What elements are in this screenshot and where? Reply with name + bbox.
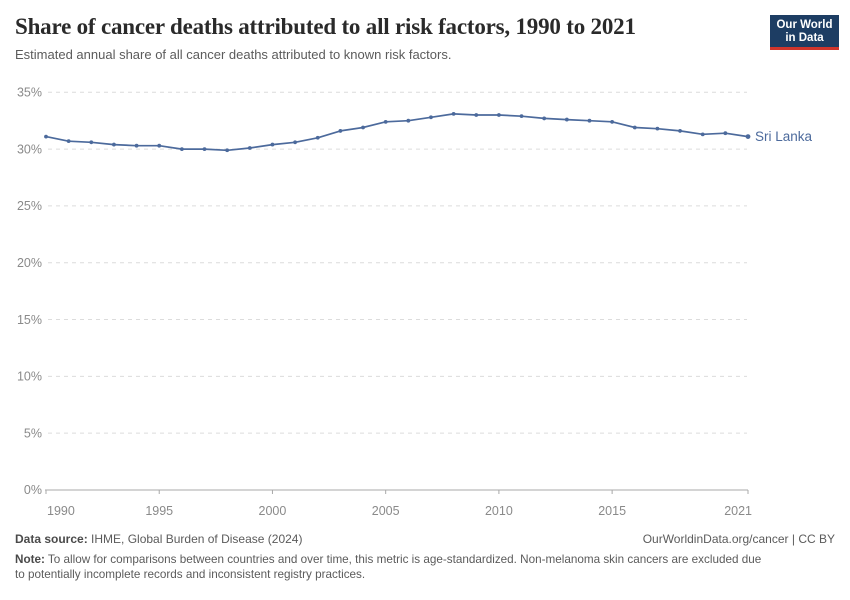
y-axis-tick-label: 10%	[17, 370, 42, 384]
data-line	[45, 113, 749, 152]
data-point[interactable]	[157, 143, 162, 148]
chart-note: Note: To allow for comparisons between c…	[15, 552, 763, 582]
data-source-label: Data source:	[15, 532, 88, 546]
x-axis-tick-label: 1995	[145, 504, 173, 518]
y-axis-tick-label: 20%	[17, 256, 42, 270]
data-point[interactable]	[293, 140, 297, 145]
y-axis-tick-label: 25%	[17, 199, 42, 213]
data-point[interactable]	[564, 117, 569, 122]
note-text: To allow for comparisons between countri…	[15, 553, 762, 581]
data-point[interactable]	[270, 142, 275, 147]
data-point[interactable]	[429, 115, 433, 120]
y-axis-tick-label: 5%	[24, 426, 42, 440]
data-point[interactable]	[451, 111, 456, 116]
data-point[interactable]	[66, 139, 71, 144]
data-point[interactable]	[474, 113, 479, 117]
data-point[interactable]	[134, 143, 139, 148]
owid-logo[interactable]: Our World in Data	[770, 15, 839, 50]
chart-footer: Data source: IHME, Global Burden of Dise…	[15, 532, 835, 582]
data-point[interactable]	[361, 125, 365, 130]
chart-header: Share of cancer deaths attributed to all…	[15, 13, 755, 63]
data-point[interactable]	[700, 132, 705, 137]
y-axis-tick-label: 30%	[17, 142, 42, 156]
data-point[interactable]	[542, 116, 547, 121]
chart-title: Share of cancer deaths attributed to all…	[15, 14, 636, 39]
data-point[interactable]	[745, 134, 751, 140]
x-axis-tick-label: 2000	[259, 504, 287, 518]
x-axis-tick-label: 2015	[598, 504, 626, 518]
data-point[interactable]	[112, 142, 116, 147]
data-source-value: IHME, Global Burden of Disease (2024)	[87, 532, 303, 546]
data-point[interactable]	[610, 119, 615, 124]
credit-link[interactable]: OurWorldinData.org/cancer | CC BY	[642, 532, 835, 546]
data-point[interactable]	[723, 131, 728, 136]
data-point[interactable]	[89, 140, 94, 145]
data-point[interactable]	[655, 126, 660, 131]
data-point[interactable]	[519, 114, 524, 119]
x-axis-tick-label: 2010	[485, 504, 513, 518]
note-label: Note:	[15, 553, 45, 566]
data-point[interactable]	[678, 129, 682, 133]
data-point[interactable]	[338, 129, 343, 133]
data-point[interactable]	[247, 146, 252, 150]
data-point[interactable]	[225, 148, 230, 153]
data-point[interactable]	[315, 135, 320, 140]
y-axis-tick-label: 35%	[17, 86, 42, 100]
x-axis-tick-label: 2005	[372, 504, 400, 518]
data-point[interactable]	[44, 134, 48, 139]
data-point[interactable]	[179, 147, 184, 152]
chart-subtitle: Estimated annual share of all cancer dea…	[15, 47, 452, 62]
entity-label[interactable]: Sri Lanka	[755, 129, 813, 144]
y-axis-tick-label: 15%	[17, 313, 42, 327]
data-point[interactable]	[202, 147, 207, 152]
data-source-line: Data source: IHME, Global Burden of Dise…	[15, 532, 302, 547]
data-point[interactable]	[383, 119, 388, 124]
data-point[interactable]	[497, 113, 501, 117]
owid-logo-line1: Our World	[776, 19, 833, 31]
y-axis-tick-label: 0%	[24, 483, 42, 497]
x-axis-tick-label: 2021	[724, 504, 752, 518]
data-point[interactable]	[587, 118, 592, 123]
owid-logo-line2: in Data	[785, 31, 824, 44]
x-axis-tick-label: 1990	[47, 504, 75, 518]
data-point[interactable]	[632, 125, 637, 130]
data-point[interactable]	[406, 118, 411, 123]
